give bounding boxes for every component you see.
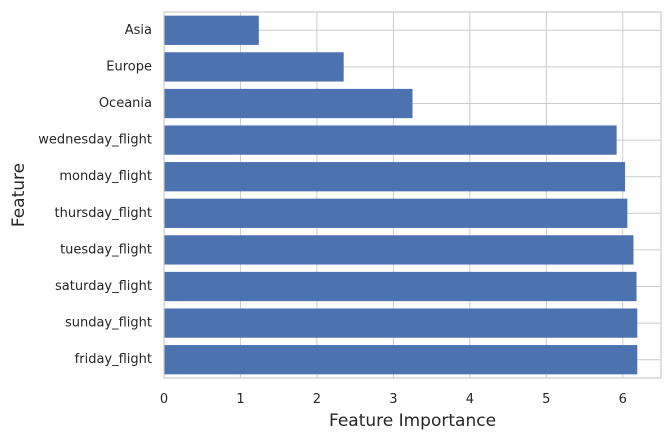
x-tick-label: 0 bbox=[160, 392, 168, 407]
bar-oceania bbox=[164, 88, 413, 119]
x-axis-label: Feature Importance bbox=[329, 411, 496, 431]
x-tick-label: 3 bbox=[389, 392, 397, 407]
bar-friday-flight bbox=[164, 345, 638, 375]
x-tick-label: 6 bbox=[619, 392, 627, 407]
bar-wednesday-flight bbox=[164, 125, 617, 155]
x-tick-label: 2 bbox=[313, 392, 321, 407]
y-axis-label: Feature bbox=[9, 163, 29, 227]
plot-frame bbox=[163, 11, 662, 379]
bar-sunday-flight bbox=[164, 308, 638, 338]
bar-thursday-flight bbox=[164, 198, 628, 228]
y-tick-label: Europe bbox=[106, 59, 152, 74]
x-tick-label: 5 bbox=[542, 392, 550, 407]
y-tick-label: tuesday_flight bbox=[60, 242, 152, 257]
bar-saturday-flight bbox=[164, 271, 637, 302]
y-tick-label: saturday_flight bbox=[55, 279, 152, 294]
y-tick-labels: Asia Europe Oceania wednesday_flight monday_… bbox=[38, 23, 152, 367]
y-tick-label: Oceania bbox=[99, 96, 152, 111]
y-tick-label: Asia bbox=[125, 23, 152, 38]
y-tick-label: monday_flight bbox=[59, 169, 152, 184]
bar-monday-flight bbox=[164, 162, 626, 192]
bars bbox=[164, 15, 638, 375]
x-tick-label: 4 bbox=[466, 392, 474, 407]
y-tick-label: wednesday_flight bbox=[38, 133, 152, 148]
bar-asia bbox=[164, 15, 259, 45]
bar-tuesday-flight bbox=[164, 235, 634, 265]
y-tick-label: sunday_flight bbox=[65, 316, 152, 331]
x-tick-labels: 0 1 2 3 4 5 6 bbox=[160, 392, 627, 407]
bar-europe bbox=[164, 52, 344, 82]
x-tick-label: 1 bbox=[236, 392, 244, 407]
y-tick-label: thursday_flight bbox=[55, 206, 153, 221]
y-tick-label: friday_flight bbox=[75, 352, 152, 367]
